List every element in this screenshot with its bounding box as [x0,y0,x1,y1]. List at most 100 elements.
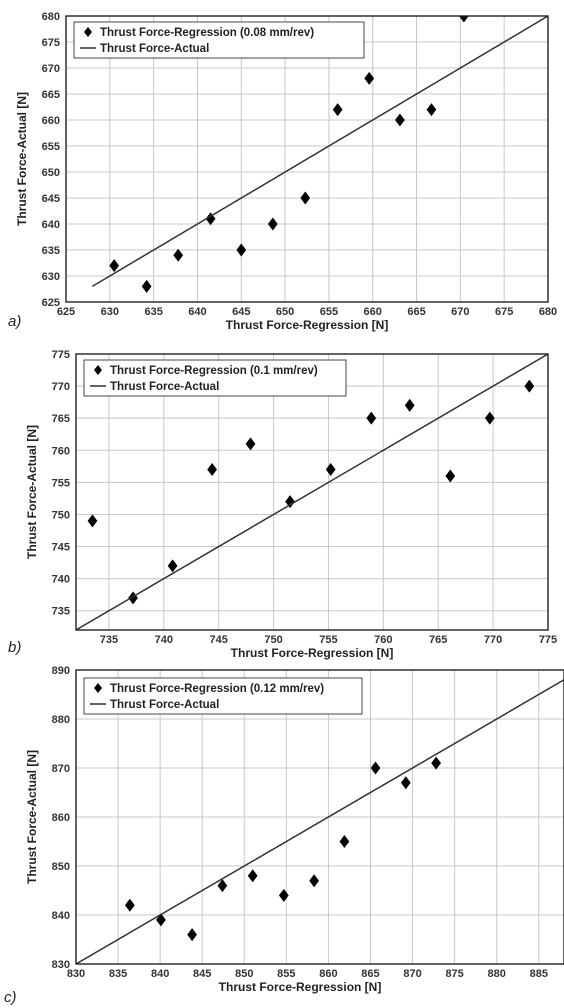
data-point-diamond [236,243,247,257]
legend-marker-diamond [94,365,102,375]
data-point-diamond [426,103,437,117]
plot-frame [75,669,564,965]
x-tick-label: 675 [495,306,513,318]
legend-entry-actual: Thrust Force-Actual [100,43,209,55]
x-tick-label: 880 [488,968,506,980]
x-tick-label: 775 [539,634,557,646]
plot-area [76,679,564,964]
y-tick-label: 630 [42,271,60,283]
y-tick-label: 770 [52,381,70,393]
data-point-diamond [109,259,120,273]
y-tick-label: 625 [42,297,60,309]
x-tick-label: 755 [319,634,337,646]
y-axis-label: Thrust Force-Actual [N] [15,92,29,226]
x-tick-label: 860 [319,968,337,980]
scatter-chart-a: 625 630 635 640 645 650 655 660 665 670 675 680 625 6… [8,11,557,332]
x-tick-label: 665 [407,306,425,318]
y-tick-label: 750 [52,509,70,521]
chart-panel-a: 625 630 635 640 645 650 655 660 665 670 675 680 625 6… [0,0,564,334]
data-point-diamond [484,411,495,425]
legend-marker-diamond [84,27,92,37]
data-point-diamond [124,898,135,912]
panel-label: a) [8,313,21,330]
x-tick-label: 830 [67,968,85,980]
x-tick-label: 760 [374,634,392,646]
y-axis-label: Thrust Force-Actual [N] [25,425,39,559]
x-tick-label: 680 [539,306,557,318]
legend-marker-diamond [94,683,102,693]
data-point-diamond [217,879,228,893]
legend-entry-regression: Thrust Force-Regression (0.08 mm/rev) [100,27,314,39]
x-tick-label: 770 [484,634,502,646]
plot-frame [65,15,549,303]
y-tick-label: 645 [42,193,60,205]
data-point-diamond [309,874,319,888]
y-tick-label: 890 [52,665,70,677]
x-tick-label: 750 [264,634,282,646]
chart-panel-c: 830 835 840 845 850 855 860 865 870 875 880 885 830 8… [0,664,564,1008]
x-axis-label: Thrust Force-Regression [N] [231,646,394,660]
x-axis-label: Thrust Force-Regression [N] [219,980,382,994]
x-tick-label: 765 [429,634,447,646]
actual-line [91,16,548,288]
x-tick-label: 670 [451,306,469,318]
panel-label: c) [4,989,17,1006]
y-tick-label: 745 [52,542,70,554]
actual-line [76,354,548,630]
y-tick-label: 740 [52,574,70,586]
panel-label: b) [8,639,21,656]
y-tick-label: 765 [52,413,70,425]
data-point-diamond [87,514,98,528]
x-tick-label: 840 [151,968,169,980]
y-tick-label: 640 [42,219,60,231]
x-tick-label: 735 [100,634,118,646]
legend-entry-actual: Thrust Force-Actual [110,381,219,393]
data-point-diamond [245,437,256,451]
x-tick-label: 835 [109,968,127,980]
x-tick-label: 850 [235,968,253,980]
y-tick-label: 660 [42,115,60,127]
y-tick-label: 680 [42,11,60,23]
data-point-diamond [267,217,278,231]
x-tick-label: 650 [276,306,294,318]
data-point-diamond [366,411,377,425]
x-tick-label: 630 [101,306,119,318]
y-tick-label: 870 [52,763,70,775]
y-tick-label: 755 [52,477,70,489]
y-tick-label: 665 [42,89,60,101]
y-tick-label: 760 [52,445,70,457]
plot-area [91,16,548,293]
x-tick-label: 875 [445,968,463,980]
y-axis-label: Thrust Force-Actual [N] [25,750,39,884]
legend-box [73,21,365,59]
scatter-chart-c: 830 835 840 845 850 855 860 865 870 875 880 885 830 8… [4,665,564,1006]
data-point-diamond [325,463,336,477]
y-tick-label: 860 [52,812,70,824]
y-tick-label: 830 [52,959,70,971]
x-axis-label: Thrust Force-Regression [N] [226,318,389,332]
y-tick-label: 670 [42,63,60,75]
y-tick-label: 880 [52,714,70,726]
y-tick-label: 650 [42,167,60,179]
data-point-diamond [339,835,350,848]
legend-box [83,359,347,397]
data-point-diamond [364,71,375,85]
x-tick-label: 855 [277,968,295,980]
scatter-chart-b: 735 740 745 750 755 760 765 770 775 735 740 745 750 7… [8,349,557,660]
chart-panel-b: 735 740 745 750 755 760 765 770 775 735 740 745 750 7… [0,334,564,664]
plot-frame [75,353,549,631]
data-point-diamond [141,279,152,293]
legend-entry-regression: Thrust Force-Regression (0.1 mm/rev) [110,365,318,377]
data-point-diamond [431,756,441,770]
data-point-diamond [445,469,456,483]
x-tick-label: 845 [193,968,211,980]
x-tick-label: 655 [320,306,338,318]
data-point-diamond [285,495,295,509]
y-tick-label: 735 [52,606,70,618]
x-tick-label: 660 [364,306,382,318]
data-point-diamond [247,869,258,883]
data-point-diamond [524,379,535,393]
x-tick-label: 745 [210,634,228,646]
x-tick-label: 865 [361,968,379,980]
legend-box [83,677,363,715]
